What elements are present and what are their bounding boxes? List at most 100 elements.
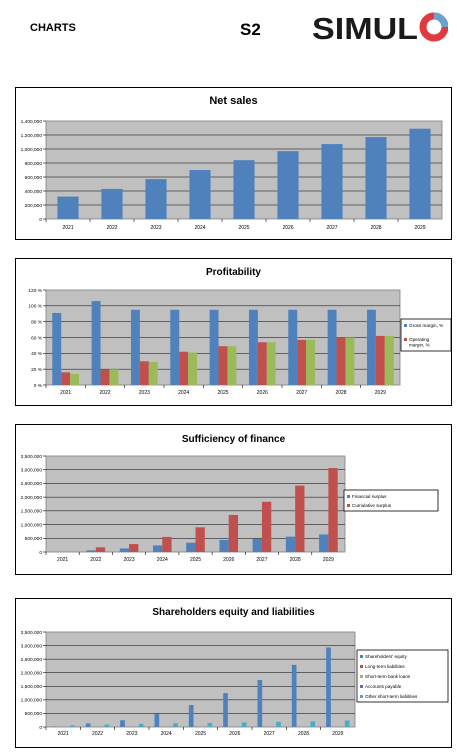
y-tick-label: 2,000,000 bbox=[21, 495, 43, 501]
equity-chart: Shareholders equity and liabilities 0 500,… bbox=[15, 598, 452, 748]
x-tick-label: 2024 bbox=[157, 557, 168, 563]
y-tick-label: 0 bbox=[39, 217, 42, 223]
bar bbox=[261, 501, 272, 552]
x-tick-label: 2024 bbox=[178, 390, 189, 396]
bar bbox=[227, 346, 237, 385]
bar bbox=[86, 550, 96, 552]
bar bbox=[101, 188, 123, 219]
x-tick-label: 2028 bbox=[290, 557, 301, 563]
legend-swatch bbox=[404, 324, 407, 327]
legend-swatch bbox=[360, 675, 363, 678]
x-tick-label: 2023 bbox=[123, 557, 134, 563]
bar bbox=[297, 339, 307, 385]
section-label: CHARTS bbox=[30, 22, 76, 34]
legend-swatch bbox=[347, 504, 350, 507]
bar bbox=[85, 723, 91, 727]
bar bbox=[91, 301, 101, 385]
bar bbox=[241, 722, 247, 727]
bar bbox=[257, 680, 263, 727]
x-tick-label: 2024 bbox=[194, 225, 205, 231]
bar bbox=[288, 309, 298, 385]
bar bbox=[277, 151, 299, 219]
bar bbox=[209, 309, 219, 385]
bar bbox=[109, 369, 119, 385]
bar bbox=[189, 170, 211, 219]
y-tick-label: 40 % bbox=[31, 351, 43, 357]
bar bbox=[195, 527, 205, 552]
x-tick-label: 2027 bbox=[256, 557, 267, 563]
y-tick-label: 120 % bbox=[28, 288, 42, 294]
plot-area bbox=[45, 631, 356, 728]
legend-swatch bbox=[360, 695, 363, 698]
y-tick-label: 2,500,000 bbox=[21, 657, 43, 663]
x-tick-label: 2025 bbox=[190, 557, 201, 563]
profitability-chart: Profitability 0 % 20 % 40 % 60 % 80 % 100 % 120… bbox=[15, 258, 452, 406]
bar bbox=[218, 346, 228, 385]
x-tick-label: 2025 bbox=[195, 731, 206, 737]
legend-box bbox=[343, 489, 439, 512]
y-tick-label: 1,000,000 bbox=[21, 522, 43, 528]
x-tick-label: 2021 bbox=[57, 557, 68, 563]
bar bbox=[306, 339, 316, 385]
y-tick-label: 500,000 bbox=[25, 536, 43, 542]
x-tick-label: 2022 bbox=[99, 390, 110, 396]
bar bbox=[70, 725, 75, 727]
legend-box bbox=[356, 649, 449, 703]
legend-label: Short-term bank loans bbox=[365, 674, 411, 679]
legend-swatch bbox=[360, 655, 363, 658]
y-tick-label: 60 % bbox=[31, 335, 43, 341]
bar bbox=[154, 713, 160, 727]
y-tick-label: 3,000,000 bbox=[21, 643, 43, 649]
bar bbox=[139, 361, 149, 385]
equity-plot: Shareholders equity and liabilities 0 500,… bbox=[21, 607, 449, 737]
legend-swatch bbox=[347, 495, 350, 498]
y-tick-label: 1,200,000 bbox=[21, 133, 43, 139]
y-tick-label: 3,500,000 bbox=[21, 630, 43, 636]
y-tick-label: 1,400,000 bbox=[21, 119, 43, 125]
sufficiency-chart: Sufficiency of finance 0 500,000 1,000,000 1… bbox=[15, 424, 452, 575]
bar bbox=[233, 160, 255, 219]
legend-swatch bbox=[360, 685, 363, 688]
chart-title: Sufficiency of finance bbox=[182, 434, 286, 445]
bar bbox=[145, 179, 167, 219]
y-tick-label: 100 % bbox=[28, 304, 42, 310]
chart-title: Net sales bbox=[209, 95, 257, 107]
legend-label: Cumulative surplus bbox=[352, 503, 392, 508]
y-tick-label: 1,500,000 bbox=[21, 684, 43, 690]
y-tick-label: 0 % bbox=[34, 383, 43, 389]
legend-label: Other short-term liabilities bbox=[365, 694, 418, 699]
bar bbox=[345, 337, 355, 385]
x-tick-label: 2022 bbox=[106, 225, 117, 231]
bar bbox=[365, 137, 387, 219]
legend-label: Shareholders' equity bbox=[365, 654, 407, 659]
bar bbox=[52, 312, 62, 385]
chart-title: Profitability bbox=[206, 267, 261, 278]
page-code: S2 bbox=[240, 20, 261, 39]
x-tick-label: 2021 bbox=[58, 731, 69, 737]
y-tick-label: 0 bbox=[39, 550, 42, 556]
bar bbox=[186, 542, 196, 552]
bar bbox=[310, 721, 316, 727]
y-tick-label: 2,000,000 bbox=[21, 671, 43, 677]
legend-label: Operating margin, % bbox=[409, 337, 430, 348]
bar bbox=[384, 335, 394, 385]
x-tick-label: 2023 bbox=[139, 390, 150, 396]
bar bbox=[321, 144, 343, 219]
bar bbox=[291, 664, 297, 727]
x-tick-label: 2022 bbox=[92, 731, 103, 737]
bar bbox=[328, 468, 338, 552]
simulo-logo: SIMUL bbox=[312, 11, 448, 44]
x-tick-label: 2022 bbox=[90, 557, 101, 563]
x-tick-label: 2029 bbox=[414, 225, 425, 231]
bar bbox=[100, 369, 110, 385]
net-sales-plot: Net sales 0 200,000 400,000 600,000 800,000 1,… bbox=[21, 95, 443, 231]
x-tick-label: 2026 bbox=[282, 225, 293, 231]
legend-label: Financial surplus bbox=[352, 494, 387, 499]
x-tick-label: 2021 bbox=[60, 390, 71, 396]
bar bbox=[104, 724, 110, 727]
bar bbox=[61, 372, 71, 385]
bar bbox=[51, 726, 57, 727]
bar bbox=[223, 693, 228, 727]
x-tick-label: 2027 bbox=[326, 225, 337, 231]
bar bbox=[266, 342, 276, 385]
